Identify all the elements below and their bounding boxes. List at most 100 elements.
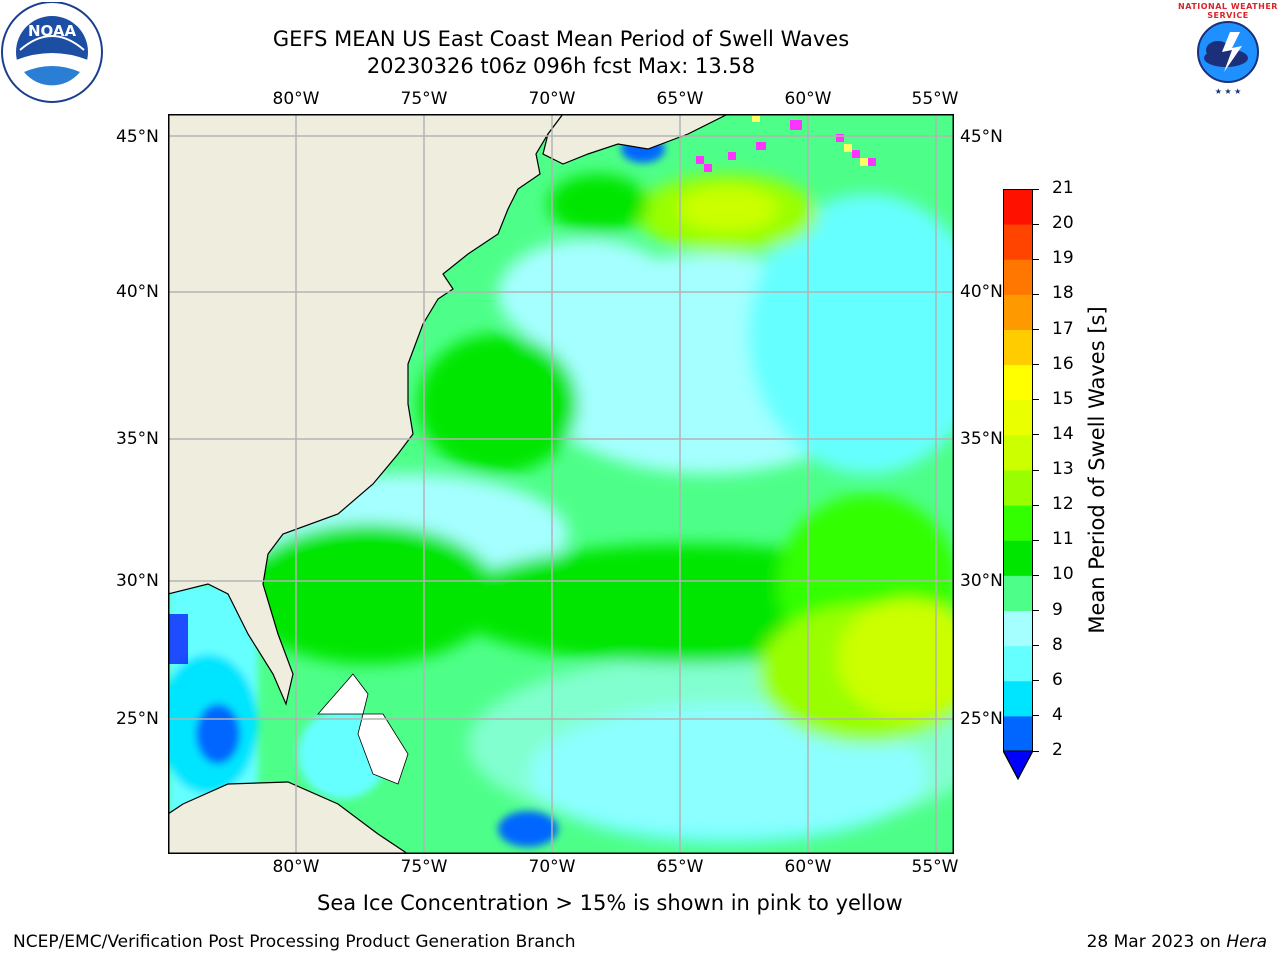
colorbar-tick-mark <box>1033 329 1039 330</box>
page-title: GEFS MEAN US East Coast Mean Period of S… <box>272 27 850 51</box>
noaa-logo: NOAA <box>0 1 104 106</box>
colorbar-segment <box>1003 364 1033 401</box>
colorbar-tick-mark <box>1033 680 1039 682</box>
colorbar-tick-mark <box>1033 188 1039 190</box>
lon-label-bottom: 55°W <box>911 857 959 877</box>
lat-label-left: 25°N <box>116 709 159 729</box>
lon-label-top: 65°W <box>656 89 704 109</box>
lat-label-left: 30°N <box>116 571 159 591</box>
lon-label-top: 80°W <box>272 89 320 109</box>
colorbar-tick-mark <box>1033 399 1039 401</box>
svg-text:★ ★ ★: ★ ★ ★ <box>1215 87 1242 96</box>
colorbar-tick-mark <box>1033 715 1039 717</box>
lat-label-right: 30°N <box>960 571 1003 591</box>
bahamas-banks <box>317 673 409 785</box>
nws-logo-text: NATIONAL WEATHER SERVICE <box>1178 2 1278 20</box>
cuba-land <box>168 781 410 854</box>
colorbar-segment <box>1003 399 1033 436</box>
colorbar-tick-label: 8 <box>1052 634 1063 655</box>
colorbar-tick-label: 14 <box>1052 423 1074 444</box>
colorbar-segment <box>1003 294 1033 330</box>
colorbar-tick-mark <box>1033 293 1039 295</box>
colorbar-tick-mark <box>1033 258 1039 260</box>
colorbar-tick-label: 18 <box>1052 283 1074 304</box>
date-stamp: 28 Mar 2023 on Hera <box>1087 932 1267 952</box>
nws-logo: ★ ★ ★ NATIONAL WEATHER SERVICE <box>1178 2 1280 102</box>
page-subtitle: 20230326 t06z 096h fcst Max: 13.58 <box>366 54 756 78</box>
map-canvas <box>168 114 954 854</box>
lon-label-top: 75°W <box>400 89 448 109</box>
lat-label-right: 40°N <box>960 282 1003 302</box>
colorbar-segment <box>1003 470 1033 506</box>
map-frame <box>168 114 954 854</box>
swell-field <box>238 174 954 844</box>
lon-label-bottom: 80°W <box>272 857 320 877</box>
colorbar <box>1002 189 1034 781</box>
noaa-logo-text: NOAA <box>27 22 77 40</box>
lat-label-left: 45°N <box>116 127 159 147</box>
colorbar-tick-mark <box>1033 223 1039 225</box>
colorbar-tick-mark <box>1033 364 1039 366</box>
colorbar-tick-label: 21 <box>1052 178 1074 198</box>
colorbar-segment <box>1003 189 1033 225</box>
colorbar-tick-label: 19 <box>1052 248 1074 269</box>
colorbar-segment <box>1003 434 1033 471</box>
colorbar-tick-mark <box>1033 610 1039 611</box>
colorbar-svg <box>1002 189 1034 781</box>
colorbar-tick-label: 15 <box>1052 388 1074 409</box>
lat-label-right: 25°N <box>960 709 1003 729</box>
swell-period-map <box>168 114 954 854</box>
colorbar-segment <box>1003 645 1033 682</box>
sea-ice-note: Sea Ice Concentration > 15% is shown in … <box>317 891 903 915</box>
colorbar-tick-mark <box>1033 750 1039 752</box>
lat-label-right: 45°N <box>960 127 1003 147</box>
colorbar-tick-label: 13 <box>1052 459 1074 479</box>
colorbar-segment <box>1003 505 1033 541</box>
north-america-land <box>168 114 564 706</box>
colorbar-tick-mark <box>1033 539 1039 541</box>
colorbar-tick-mark <box>1033 504 1039 506</box>
colorbar-label: Mean Period of Swell Waves [s] <box>1085 306 1109 634</box>
lat-label-left: 35°N <box>116 429 159 449</box>
machine-name: Hera <box>1226 932 1267 952</box>
colorbar-tick-mark <box>1033 645 1039 647</box>
lon-label-bottom: 70°W <box>528 857 576 877</box>
colorbar-tick-label: 10 <box>1052 564 1074 585</box>
colorbar-segment <box>1003 329 1033 366</box>
graticule <box>168 114 954 854</box>
colorbar-segment <box>1003 575 1033 611</box>
colorbar-tick-label: 17 <box>1052 318 1074 339</box>
colorbar-extend-arrow <box>1002 750 1034 781</box>
lon-label-top: 60°W <box>784 89 832 109</box>
date-text: 28 Mar 2023 on <box>1086 932 1227 952</box>
lon-label-bottom: 65°W <box>656 857 704 877</box>
colorbar-segment <box>1003 259 1033 295</box>
colorbar-tick-label: 6 <box>1052 669 1063 690</box>
colorbar-segment <box>1003 610 1033 647</box>
colorbar-tick-mark <box>1033 574 1039 576</box>
colorbar-segment <box>1003 715 1033 752</box>
credit-text: NCEP/EMC/Verification Post Processing Pr… <box>13 932 576 952</box>
lat-label-right: 35°N <box>960 429 1003 449</box>
colorbar-segment <box>1003 224 1033 260</box>
deep-blue-patch <box>168 614 188 664</box>
colorbar-tick-label: 20 <box>1052 213 1074 234</box>
colorbar-tick-label: 16 <box>1052 353 1074 374</box>
colorbar-frame <box>1003 189 1033 781</box>
lon-label-top: 55°W <box>911 89 959 109</box>
colorbar-tick-label: 2 <box>1052 740 1063 760</box>
lon-label-top: 70°W <box>528 89 576 109</box>
colorbar-segment <box>1003 540 1033 576</box>
colorbar-tick-mark <box>1033 469 1039 471</box>
lon-label-bottom: 75°W <box>400 857 448 877</box>
lat-label-left: 40°N <box>116 282 159 302</box>
colorbar-tick-label: 11 <box>1052 529 1074 550</box>
sea-ice <box>696 116 876 172</box>
colorbar-tick-label: 12 <box>1052 494 1074 515</box>
colorbar-tick-mark <box>1033 434 1039 436</box>
colorbar-tick-label: 9 <box>1052 599 1063 620</box>
colorbar-tick-label: 4 <box>1052 704 1063 725</box>
colorbar-segment <box>1003 680 1033 717</box>
maine-land <box>542 114 729 165</box>
lon-label-bottom: 60°W <box>784 857 832 877</box>
